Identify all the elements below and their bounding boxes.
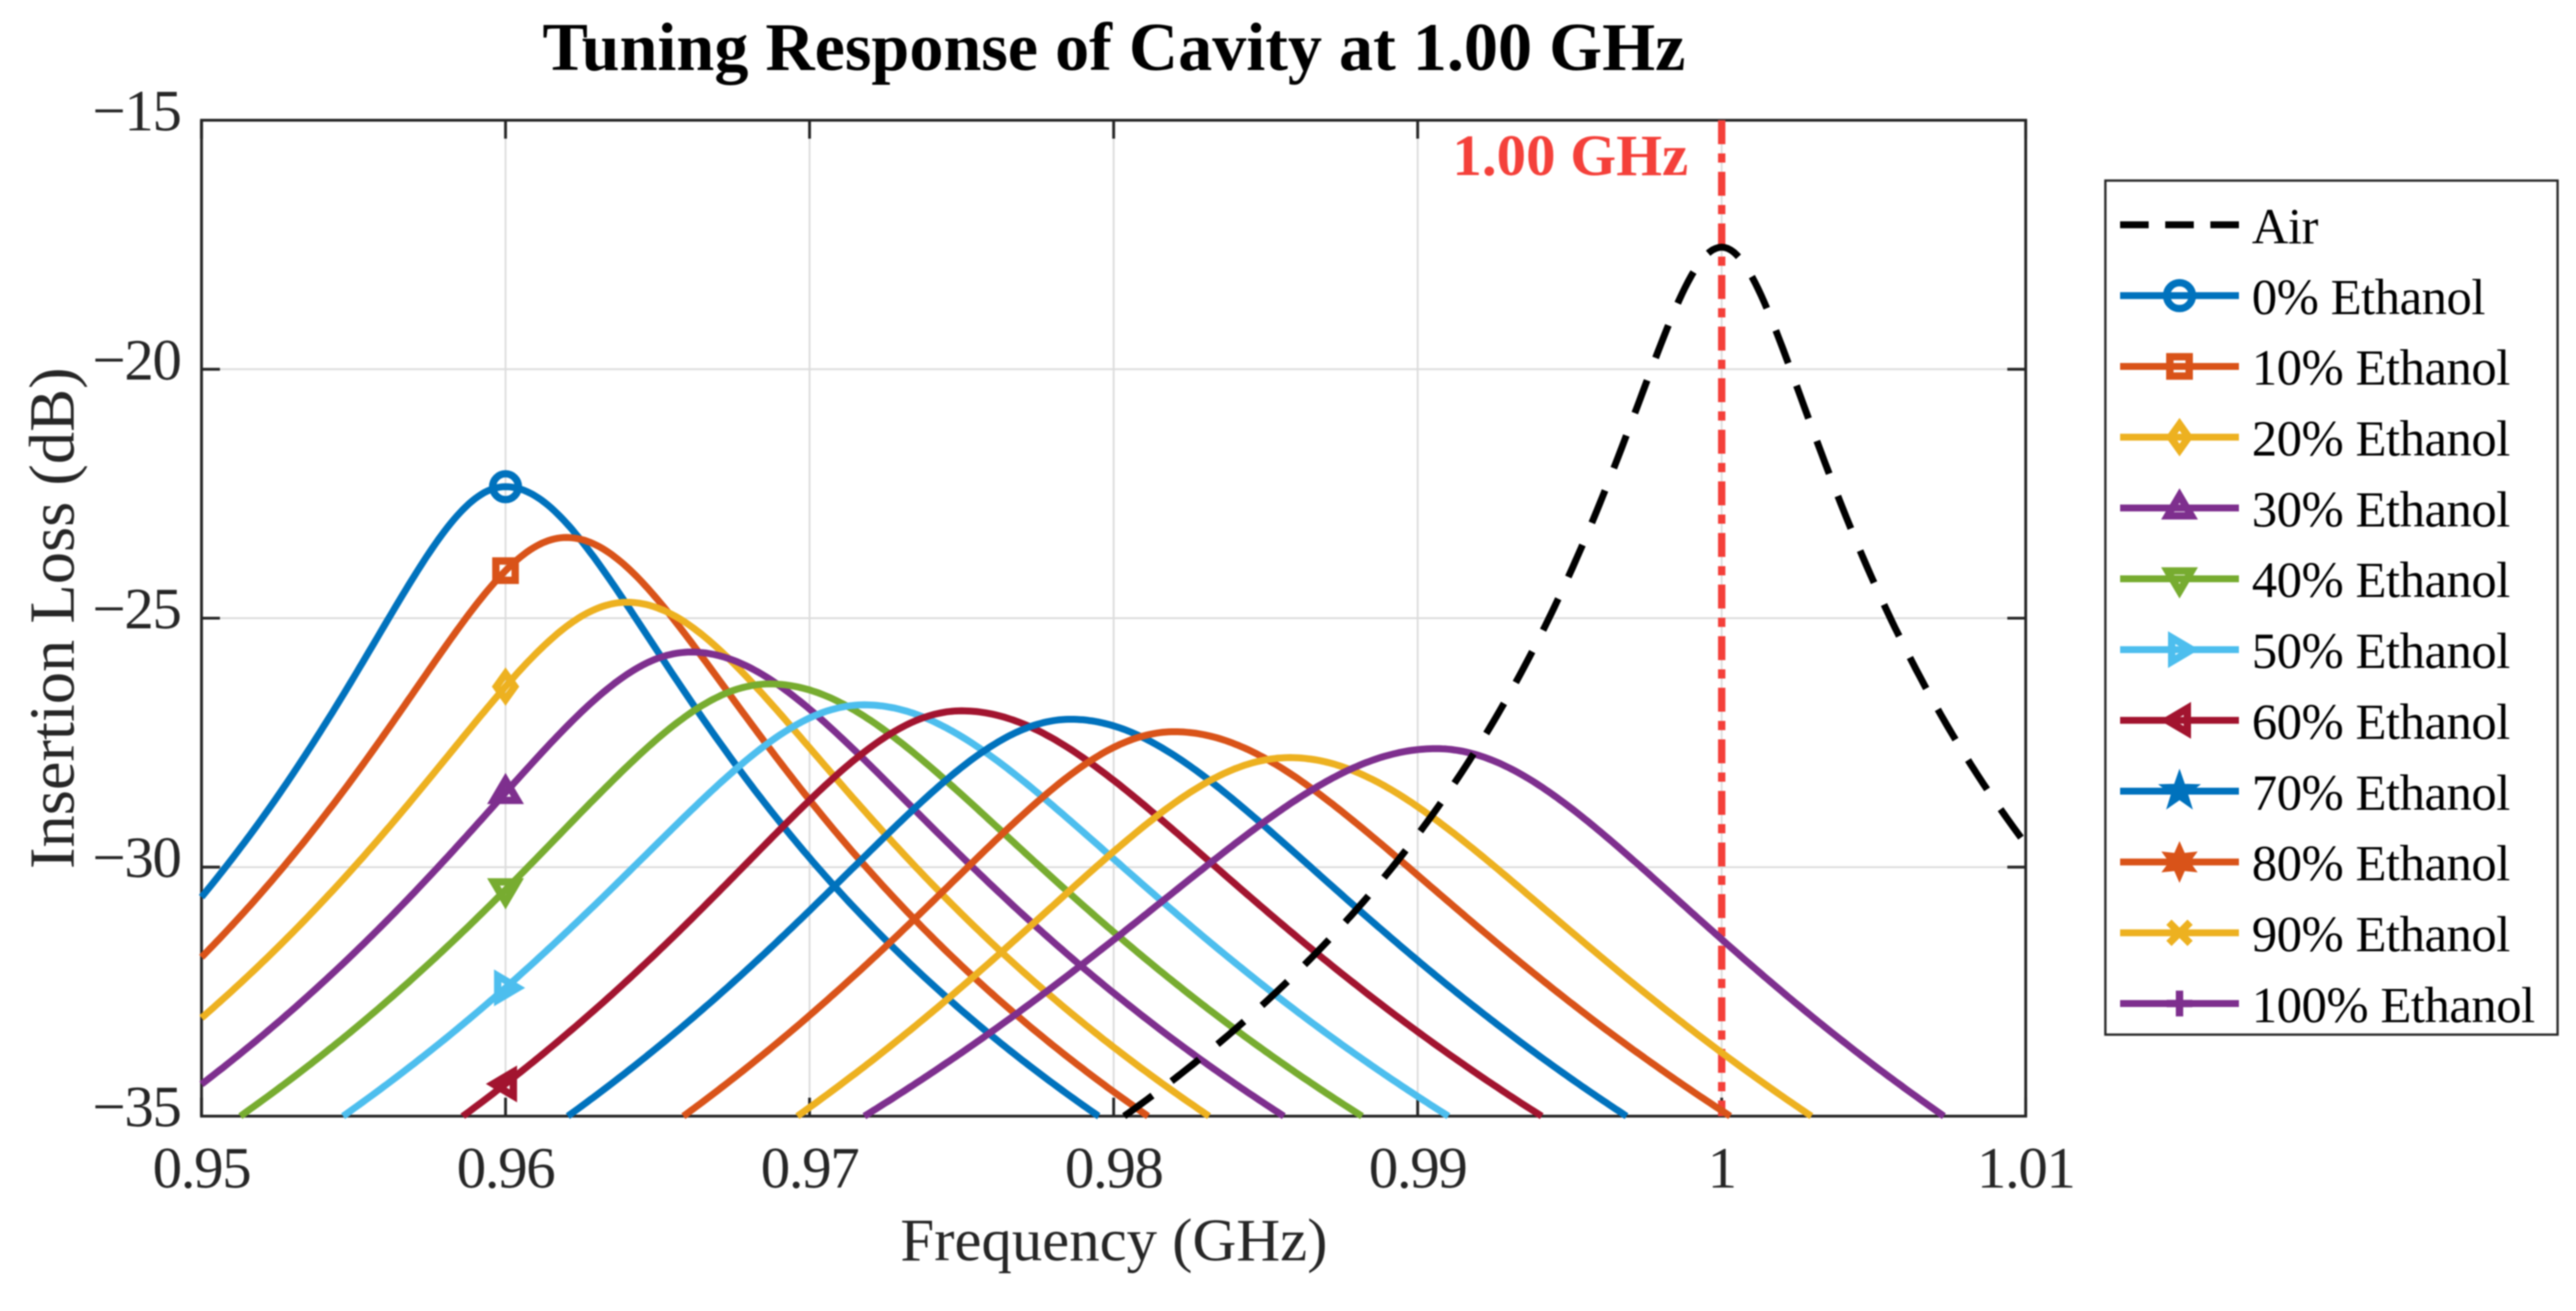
svg-text:Insertion Loss (dB): Insertion Loss (dB) [17,368,88,869]
svg-text:−30: −30 [92,825,181,890]
svg-text:100% Ethanol: 100% Ethanol [2252,977,2535,1033]
svg-text:0.97: 0.97 [761,1135,859,1200]
svg-text:−15: −15 [92,78,181,144]
svg-text:−25: −25 [92,576,181,641]
svg-text:30% Ethanol: 30% Ethanol [2252,481,2510,537]
svg-text:50% Ethanol: 50% Ethanol [2252,623,2510,679]
svg-text:40% Ethanol: 40% Ethanol [2252,552,2510,608]
svg-text:0% Ethanol: 0% Ethanol [2252,269,2485,325]
svg-text:80% Ethanol: 80% Ethanol [2252,836,2510,892]
svg-text:60% Ethanol: 60% Ethanol [2252,694,2510,750]
svg-text:10% Ethanol: 10% Ethanol [2252,340,2510,396]
svg-text:Frequency (GHz): Frequency (GHz) [901,1207,1328,1274]
svg-text:0.95: 0.95 [153,1135,251,1200]
svg-text:20% Ethanol: 20% Ethanol [2252,411,2510,467]
svg-text:0.96: 0.96 [457,1135,555,1200]
svg-text:0.99: 0.99 [1369,1135,1466,1200]
svg-text:70% Ethanol: 70% Ethanol [2252,765,2510,821]
svg-text:1.01: 1.01 [1977,1135,2075,1200]
svg-text:1: 1 [1708,1135,1736,1200]
svg-text:1.00 GHz: 1.00 GHz [1452,123,1688,188]
svg-text:−35: −35 [92,1074,181,1140]
svg-text:90% Ethanol: 90% Ethanol [2252,907,2510,963]
svg-text:0.98: 0.98 [1065,1135,1162,1200]
svg-text:Air: Air [2252,198,2318,254]
svg-text:−20: −20 [92,327,181,392]
svg-text:Tuning Response of Cavity at 1: Tuning Response of Cavity at 1.00 GHz [542,10,1685,86]
